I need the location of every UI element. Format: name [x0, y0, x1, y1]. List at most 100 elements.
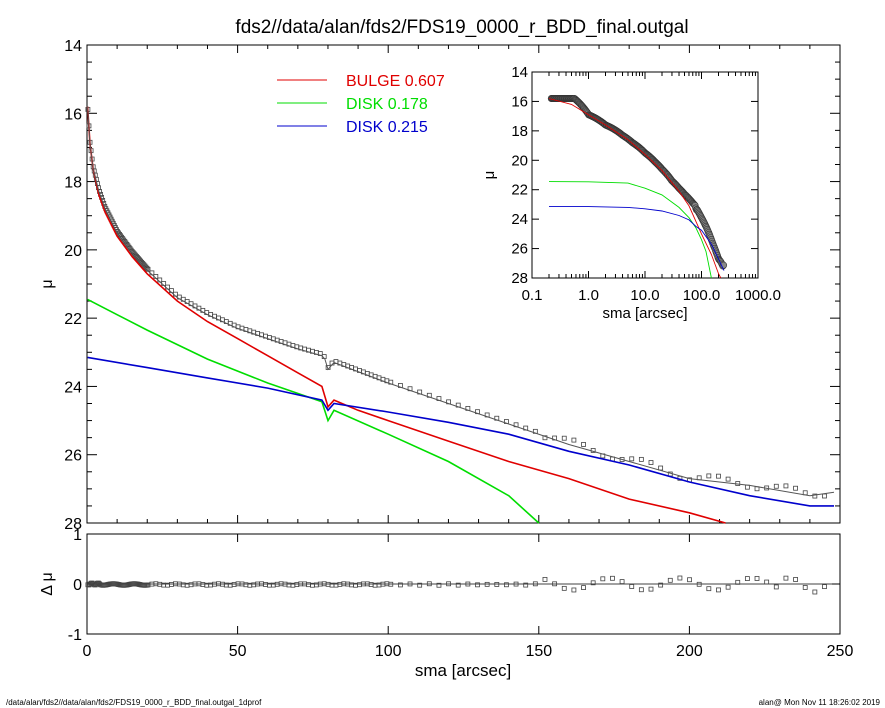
residual-point — [648, 586, 654, 592]
x-tick-label: 200 — [676, 643, 703, 660]
data-point — [716, 473, 721, 479]
inset-x-tick-label: 0.1 — [522, 287, 543, 304]
data-point — [571, 437, 577, 443]
residual-point — [610, 575, 615, 581]
residual-point — [571, 587, 577, 593]
data-point — [783, 483, 789, 489]
residual-plot-panel: 10-1 Δ μ sma [arcsec] — [39, 527, 841, 680]
residual-point — [764, 579, 770, 585]
main-y-tick-label: 20 — [64, 243, 82, 260]
inset-x-tick-label: 1000.0 — [735, 287, 781, 304]
inset-x-tick-label: 10.0 — [630, 287, 659, 304]
inset-y-tick-label: 16 — [511, 93, 528, 110]
residual-point — [802, 585, 808, 590]
residual-point — [600, 576, 606, 582]
inset-y-axis-label: μ — [481, 171, 498, 180]
residual-point — [494, 582, 500, 587]
residual-point — [822, 584, 827, 590]
residual-point — [677, 575, 683, 581]
main-y-tick-label: 22 — [64, 311, 82, 328]
x-tick-label: 250 — [827, 643, 854, 660]
residual-point — [455, 582, 461, 588]
data-point — [658, 465, 664, 471]
residual-point — [687, 577, 692, 583]
residual-point — [263, 582, 268, 587]
residual-y-tick-label: 1 — [73, 527, 82, 544]
inset-plot-panel: 0.1 1.0 10.0 100.0 1000.0 14 16 18 20 22 24 26 28 sm… — [481, 64, 781, 322]
inset-x-tick-label: 100.0 — [683, 287, 721, 304]
main-x-axis-label: sma [arcsec] — [415, 661, 511, 680]
data-point — [581, 442, 586, 447]
residual-point — [231, 582, 237, 587]
residual-point — [465, 581, 471, 587]
series-line-2 — [87, 356, 834, 507]
residual-point — [200, 582, 206, 587]
residual-point — [251, 582, 257, 588]
data-point — [725, 476, 731, 482]
legend: BULGE 0.607 DISK 0.178 DISK 0.215 — [277, 73, 445, 136]
data-point — [619, 457, 625, 462]
residual-point — [552, 581, 558, 587]
residual-point — [426, 581, 432, 587]
x-tick-label: 150 — [525, 643, 552, 660]
data-point — [561, 435, 567, 441]
residual-point — [313, 582, 319, 588]
residual-point — [475, 582, 480, 588]
x-tick-label: 0 — [83, 643, 92, 660]
inset-y-tick-label: 26 — [511, 241, 528, 258]
residual-point — [446, 581, 451, 587]
residual-point — [706, 586, 712, 592]
residual-point — [696, 581, 702, 587]
data-point — [812, 493, 818, 499]
residual-point — [188, 582, 194, 588]
legend-label: DISK 0.178 — [346, 96, 428, 113]
residual-point — [388, 581, 394, 587]
residual-point — [581, 585, 586, 590]
inset-series-line-1 — [548, 181, 712, 279]
residual-point — [484, 581, 490, 587]
residual-point — [735, 579, 741, 585]
residual-point — [590, 580, 596, 586]
footer-right: alan@ Mon Nov 11 18:26:02 2019 — [759, 698, 881, 707]
main-y-tick-label: 26 — [64, 448, 82, 465]
inset-x-tick-label: 1.0 — [578, 287, 599, 304]
residual-y-tick-label: 0 — [73, 577, 82, 594]
inset-series-line-0 — [548, 98, 722, 279]
residual-point — [638, 587, 644, 593]
main-y-tick-label: 16 — [64, 106, 82, 123]
x-tick-label: 100 — [375, 643, 402, 660]
residual-point — [561, 585, 567, 591]
residual-point — [716, 587, 721, 593]
footer-left: /data/alan/fds2//data/alan/fds2/FDS19_00… — [6, 698, 262, 707]
residual-point — [294, 582, 300, 588]
residual-point — [417, 582, 423, 588]
data-point — [822, 493, 827, 499]
main-y-tick-label: 24 — [64, 379, 82, 396]
inset-y-tick-label: 14 — [511, 64, 528, 81]
series-line-3 — [87, 106, 835, 497]
residual-point — [532, 581, 538, 587]
residual-point — [513, 581, 519, 587]
inset-x-axis-label: sma [arcsec] — [602, 305, 687, 322]
residual-point — [812, 589, 818, 595]
main-y-tick-label: 14 — [64, 38, 82, 55]
residual-point — [629, 584, 635, 589]
residual-point — [542, 576, 548, 582]
series-line-0 — [86, 106, 726, 524]
residual-point — [376, 582, 382, 588]
inset-plot-background — [532, 72, 758, 278]
residual-point — [357, 582, 362, 588]
inset-y-tick-label: 24 — [511, 211, 528, 228]
residual-y-tick-label: -1 — [68, 627, 82, 644]
data-point — [648, 460, 654, 465]
inset-y-tick-label: 22 — [511, 182, 528, 199]
residual-point — [667, 577, 673, 583]
inset-y-tick-label: 28 — [511, 270, 528, 287]
main-y-tick-label: 28 — [64, 516, 82, 533]
residual-point — [243, 582, 249, 588]
residual-point — [306, 582, 311, 588]
residual-point — [754, 576, 760, 581]
series-line-1 — [87, 298, 540, 524]
